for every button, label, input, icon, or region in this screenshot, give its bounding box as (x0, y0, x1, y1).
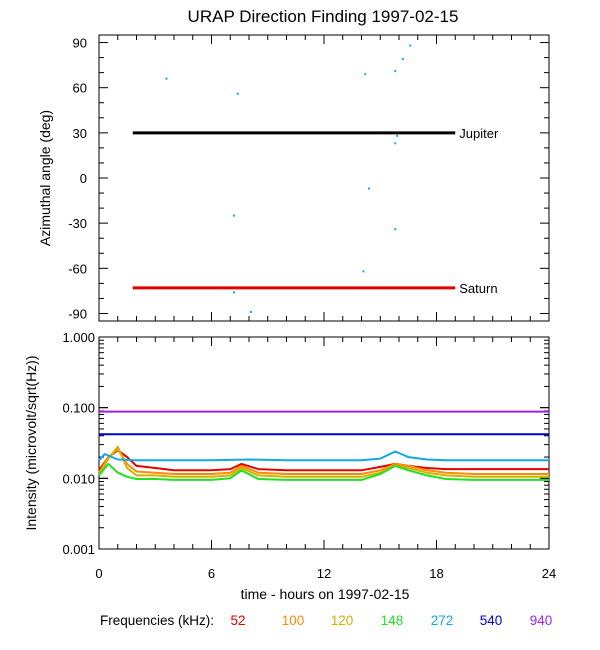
azimuth-point (362, 270, 365, 273)
azimuth-y-tick-label: 90 (73, 36, 87, 51)
azimuth-point (401, 58, 404, 61)
intensity-y-tick-label: 0.010 (62, 471, 95, 486)
legend-label: Frequencies (kHz): (100, 613, 214, 628)
azimuth-point (249, 310, 252, 313)
x-tick-label: 18 (429, 566, 443, 581)
intensity-panel: 1.000 0.100 0.010 0.001 Intensity (microvolt… (23, 330, 550, 557)
legend-item-52: 52 (230, 613, 245, 628)
intensity-y-tick-label: 0.100 (62, 401, 95, 416)
x-tick-label: 6 (208, 566, 215, 581)
intensity-y-tick-label: 0.001 (62, 542, 95, 557)
azimuth-point (396, 134, 399, 137)
intensity-y-tick-label: 1.000 (62, 330, 95, 345)
azimuth-point (409, 44, 412, 47)
azimuth-y-tick-label: 0 (80, 171, 87, 186)
intensity-series-100 (98, 448, 549, 475)
azimuth-y-tick-label: -30 (68, 216, 87, 231)
intensity-y-axis-label: Intensity (microvolt/sqrt(Hz)) (23, 355, 39, 530)
reference-label-saturn: Saturn (459, 281, 497, 296)
x-tick-label: 24 (542, 566, 556, 581)
azimuth-point (394, 70, 397, 73)
azimuth-y-axis-label: Azimuthal angle (deg) (37, 110, 53, 246)
reference-label-jupiter: Jupiter (459, 126, 499, 141)
azimuth-y-tick-label: 60 (73, 81, 87, 96)
intensity-series-52 (98, 449, 549, 472)
legend-item-272: 272 (431, 613, 454, 628)
azimuth-point (394, 228, 397, 231)
azimuth-point (165, 77, 168, 80)
legend-item-940: 940 (530, 613, 553, 628)
intensity-series-148 (98, 462, 549, 481)
azimuth-y-tick-label: -90 (68, 306, 87, 321)
intensity-series-120 (98, 445, 549, 478)
intensity-frame (98, 336, 550, 550)
azimuth-point (368, 187, 370, 190)
azimuth-panel: 90 60 30 0 -30 -60 -90 Azimuthal angle (deg) Jup… (37, 34, 550, 322)
chart-title: URAP Direction Finding 1997-02-15 (188, 7, 459, 26)
azimuth-point (236, 92, 239, 95)
azimuth-point (233, 214, 235, 217)
x-tick-label: 0 (95, 566, 102, 581)
legend-item-100: 100 (282, 613, 305, 628)
x-tick-labels: 0 6 12 18 24 (95, 566, 556, 581)
azimuth-y-tick-label: 30 (73, 126, 87, 141)
frequency-legend: Frequencies (kHz): 52 100 120 148 272 540 940 (100, 613, 552, 628)
legend-item-148: 148 (381, 613, 404, 628)
azimuth-point (233, 291, 235, 294)
intensity-series-272 (98, 450, 549, 462)
azimuth-point (364, 73, 367, 76)
azimuth-y-tick-label: -60 (68, 261, 87, 276)
azimuth-point (394, 142, 397, 145)
legend-item-540: 540 (480, 613, 503, 628)
x-axis-label: time - hours on 1997-02-15 (241, 586, 410, 602)
x-tick-label: 12 (317, 566, 331, 581)
legend-item-120: 120 (331, 613, 354, 628)
